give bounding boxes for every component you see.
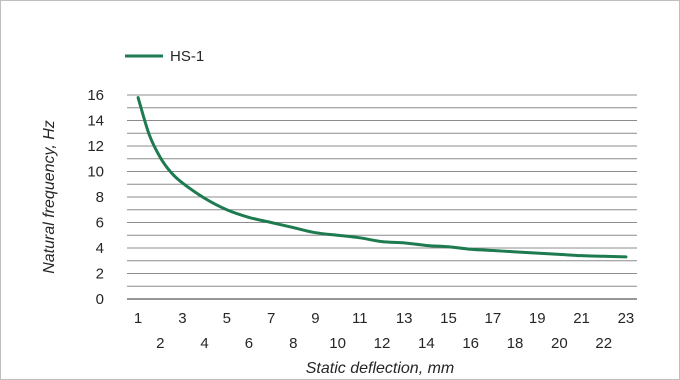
x-tick-label: 18 (507, 335, 524, 352)
x-tick-label: 15 (440, 310, 457, 327)
y-tick-label: 10 (87, 164, 104, 181)
x-tick-label: 14 (418, 335, 435, 352)
x-tick-label: 4 (200, 335, 208, 352)
x-tick-label: 5 (223, 310, 231, 327)
x-tick-label: 9 (311, 310, 319, 327)
x-tick-label: 6 (245, 335, 253, 352)
x-tick-label: 1 (134, 310, 142, 327)
x-tick-label: 7 (267, 310, 275, 327)
y-tick-label: 12 (87, 138, 104, 155)
x-tick-label: 2 (156, 335, 164, 352)
x-tick-label: 17 (485, 310, 502, 327)
y-tick-label: 0 (96, 291, 104, 308)
x-tick-label: 21 (573, 310, 590, 327)
legend-label: HS-1 (170, 48, 204, 65)
x-tick-label: 16 (462, 335, 479, 352)
x-tick-label: 10 (329, 335, 346, 352)
y-tick-label: 16 (87, 87, 104, 104)
x-tick-label: 20 (551, 335, 568, 352)
y-tick-label: 8 (96, 189, 104, 206)
y-tick-label: 14 (87, 113, 104, 130)
x-axis-title: Static deflection, mm (306, 360, 455, 377)
grid-lines (127, 94, 637, 300)
x-tick-label: 19 (529, 310, 546, 327)
y-tick-labels: 0 2 4 6 8 10 12 14 16 (87, 87, 104, 308)
x-tick-label: 23 (618, 310, 635, 327)
x-tick-label: 3 (178, 310, 186, 327)
y-tick-label: 2 (96, 266, 104, 283)
legend: HS-1 (125, 48, 204, 65)
y-tick-label: 4 (96, 240, 104, 257)
x-tick-label: 22 (595, 335, 612, 352)
y-axis-title: Natural frequency, Hz (41, 120, 58, 274)
x-tick-label: 13 (396, 310, 413, 327)
x-tick-label: 12 (374, 335, 391, 352)
series-layer (136, 96, 628, 259)
x-tick-label: 8 (289, 335, 297, 352)
x-tick-label: 11 (352, 310, 368, 327)
series-line-0 (136, 96, 628, 259)
y-tick-label: 6 (96, 215, 104, 232)
